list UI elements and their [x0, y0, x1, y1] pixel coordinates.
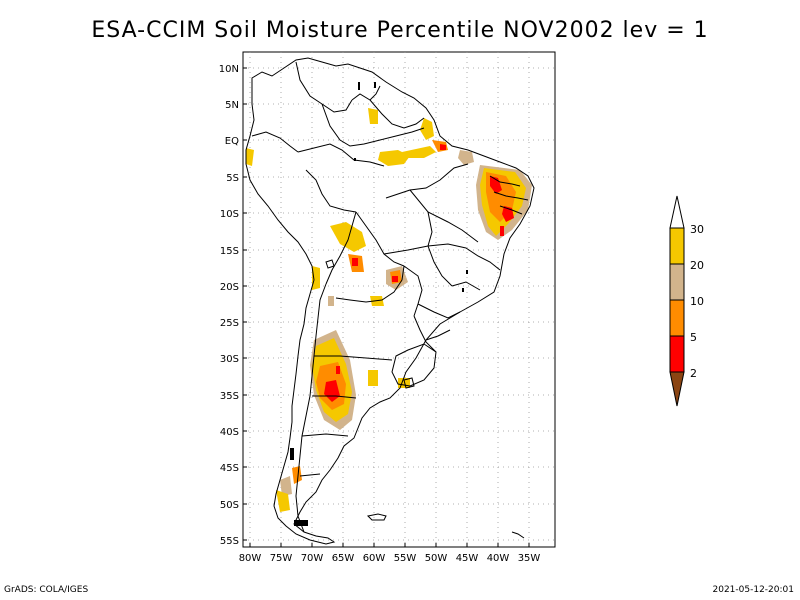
lon-label-50w: 50W: [425, 553, 448, 564]
lon-label-45w: 45W: [456, 553, 479, 564]
footer-timestamp: 2021-05-12-20:01: [712, 585, 795, 595]
shade-patagonia-tan: [280, 476, 292, 496]
shade-patagonia-yellow: [276, 490, 290, 512]
lon-label-60w: 60W: [363, 553, 386, 564]
small-water-bodies: [290, 82, 468, 526]
border-colombia-ecuador: [251, 131, 299, 153]
shade-argentina-red-2: [336, 366, 340, 374]
border-argentina-provinces-2: [312, 395, 357, 399]
lon-label-80w: 80W: [239, 553, 262, 564]
shade-north-coast-tan: [458, 150, 474, 165]
colorbar-legend: 30 20 10 5 2: [669, 195, 704, 407]
legend-box-yellow: [669, 227, 685, 265]
south-america-coastline: [245, 57, 535, 545]
lat-label-50s: 50S: [220, 500, 239, 511]
border-uruguay: [391, 343, 437, 387]
falkland-islands: [366, 513, 387, 521]
lat-label-45s: 45S: [220, 463, 239, 474]
lat-label-35s: 35S: [220, 391, 239, 402]
map-frame: [242, 51, 556, 548]
shade-ne-brazil-red-3: [500, 226, 504, 236]
lat-label-25s: 25S: [220, 318, 239, 329]
legend-label-10: 10: [690, 295, 704, 308]
border-brazil-states-4: [427, 211, 453, 287]
lon-label-70w: 70W: [301, 553, 324, 564]
shade-amazon-yellow: [378, 150, 410, 166]
map-title: ESA-CCIM Soil Moisture Percentile NOV200…: [91, 18, 709, 43]
lat-label-10s: 10S: [220, 209, 239, 220]
shade-amazon-yellow-2: [402, 146, 436, 158]
legend-label-30: 30: [690, 223, 704, 236]
footer-credit: GrADS: COLA/IGES: [4, 585, 89, 595]
lon-label-40w: 40W: [487, 553, 510, 564]
lat-label-10n: 10N: [219, 64, 239, 75]
border-brazil-states-5: [465, 247, 501, 271]
border-ne-states: [489, 175, 529, 215]
tierra-del-fuego: [294, 520, 308, 526]
lon-label-65w: 65W: [332, 553, 355, 564]
border-brazil-states-6: [451, 281, 481, 291]
legend-label-2: 2: [690, 367, 697, 380]
border-guyana-brazil: [369, 99, 425, 129]
shade-pantanal-red: [392, 276, 398, 282]
legend-box-red: [669, 335, 685, 373]
border-argentina-provinces-4: [299, 473, 321, 477]
shade-ecuador-yellow: [246, 148, 254, 166]
longitude-labels: 80W 75W 70W 65W 60W 55W 50W 45W 40W 35W: [239, 553, 541, 564]
lat-label-5s: 5S: [226, 173, 239, 184]
south-georgia: [511, 531, 525, 539]
border-argentina-provinces-1: [314, 355, 393, 361]
border-bolivia-paraguay: [335, 265, 405, 303]
coastlines-and-borders: [245, 57, 535, 545]
border-paraguay-brazil: [403, 265, 423, 317]
border-south-brazil: [417, 303, 461, 341]
lon-label-55w: 55W: [394, 553, 417, 564]
lake-mark-2: [374, 82, 376, 88]
border-brazil-north: [321, 103, 425, 147]
lat-label-40s: 40S: [220, 427, 239, 438]
border-brazil-states-1: [409, 163, 469, 191]
lat-label-eq: EQ: [225, 136, 239, 147]
lagoa-dos-patos: [403, 377, 415, 389]
border-bolivia-brazil: [355, 211, 405, 267]
border-argentina-brazil: [413, 315, 437, 353]
lat-label-30s: 30S: [220, 354, 239, 365]
lat-label-15s: 15S: [220, 246, 239, 257]
shade-peru-yellow: [312, 266, 320, 290]
border-peru-north: [297, 143, 385, 167]
shade-bolivia-red: [352, 258, 358, 266]
shade-ne-brazil-red-1: [490, 176, 502, 194]
lat-label-5n: 5N: [225, 100, 239, 111]
shade-amapa-yellow: [420, 118, 434, 140]
lon-label-35w: 35W: [518, 553, 541, 564]
legend-label-20: 20: [690, 259, 704, 272]
latitude-labels: 10N 5N EQ 5S 10S 15S 20S 25S 30S 35S 40S 45S 50S 55S: [219, 64, 239, 547]
shade-patagonia-orange: [292, 466, 302, 484]
island-chiloe: [290, 448, 294, 460]
shade-north-coast-red: [440, 144, 446, 150]
shade-guiana-yellow: [368, 108, 378, 124]
shade-pampas-yellow: [368, 370, 378, 386]
legend-box-tan: [669, 263, 685, 301]
border-argentina-provinces-3: [301, 433, 349, 437]
shade-bolivia-yellow: [330, 222, 366, 252]
legend-arrow-top: [669, 195, 685, 229]
lon-label-75w: 75W: [270, 553, 293, 564]
lake-mark-5: [354, 158, 356, 161]
border-peru-bolivia: [325, 211, 357, 285]
legend-arrow-bottom: [669, 371, 685, 407]
border-peru-brazil: [305, 169, 357, 213]
lake-titicaca: [325, 259, 335, 269]
lake-mark-3: [466, 270, 468, 274]
border-chile-argentina: [295, 283, 327, 533]
shade-atacama-tan: [328, 296, 334, 306]
lake-mark-4: [462, 288, 464, 292]
lat-label-20s: 20S: [220, 282, 239, 293]
border-brazil-states-2: [385, 189, 479, 243]
lat-label-55s: 55S: [220, 536, 239, 547]
legend-box-orange: [669, 299, 685, 337]
lake-mark-1: [358, 82, 360, 90]
legend-label-5: 5: [690, 331, 697, 344]
